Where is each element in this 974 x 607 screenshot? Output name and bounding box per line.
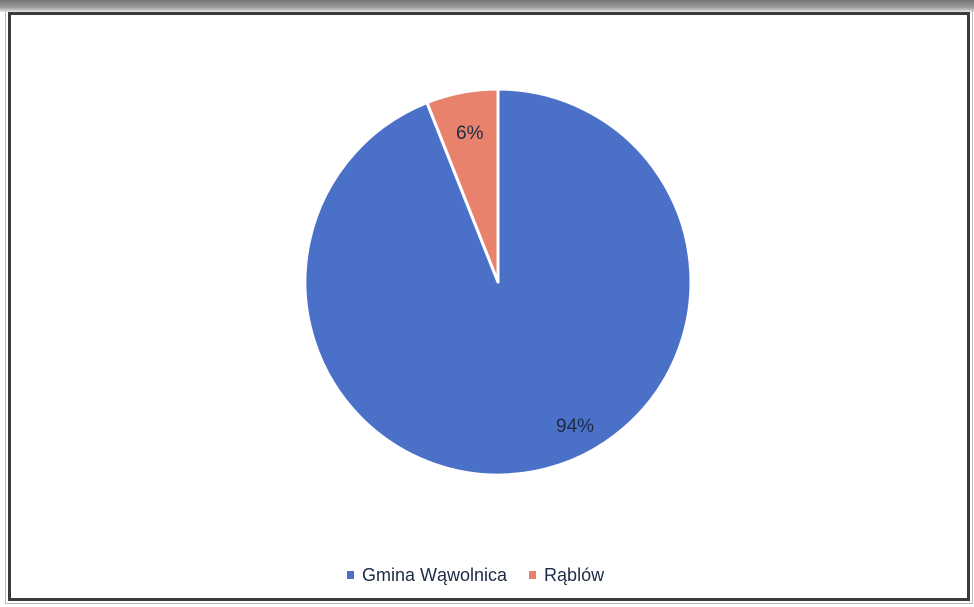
pie-chart: 94% 6% — [303, 87, 693, 477]
legend-label-rablow: Rąblów — [544, 564, 605, 585]
legend-swatch-rablow — [529, 571, 537, 579]
legend-item-gmina-wawolnica: Gmina Wąwolnica — [347, 565, 507, 586]
pie-slice-rablow — [425, 87, 500, 284]
legend-item-rablow: Rąblów — [529, 565, 604, 586]
chart-frame: 94% 6% Gmina Wąwolnica Rąblów — [5, 9, 973, 604]
scan-edge — [0, 0, 974, 12]
data-label-gmina-wawolnica: 94% — [556, 416, 594, 437]
legend-label-gmina-wawolnica: Gmina Wąwolnica — [362, 564, 508, 585]
data-label-rablow: 6% — [456, 123, 484, 144]
legend: Gmina Wąwolnica Rąblów — [347, 563, 604, 587]
legend-swatch-gmina-wawolnica — [347, 571, 354, 579]
